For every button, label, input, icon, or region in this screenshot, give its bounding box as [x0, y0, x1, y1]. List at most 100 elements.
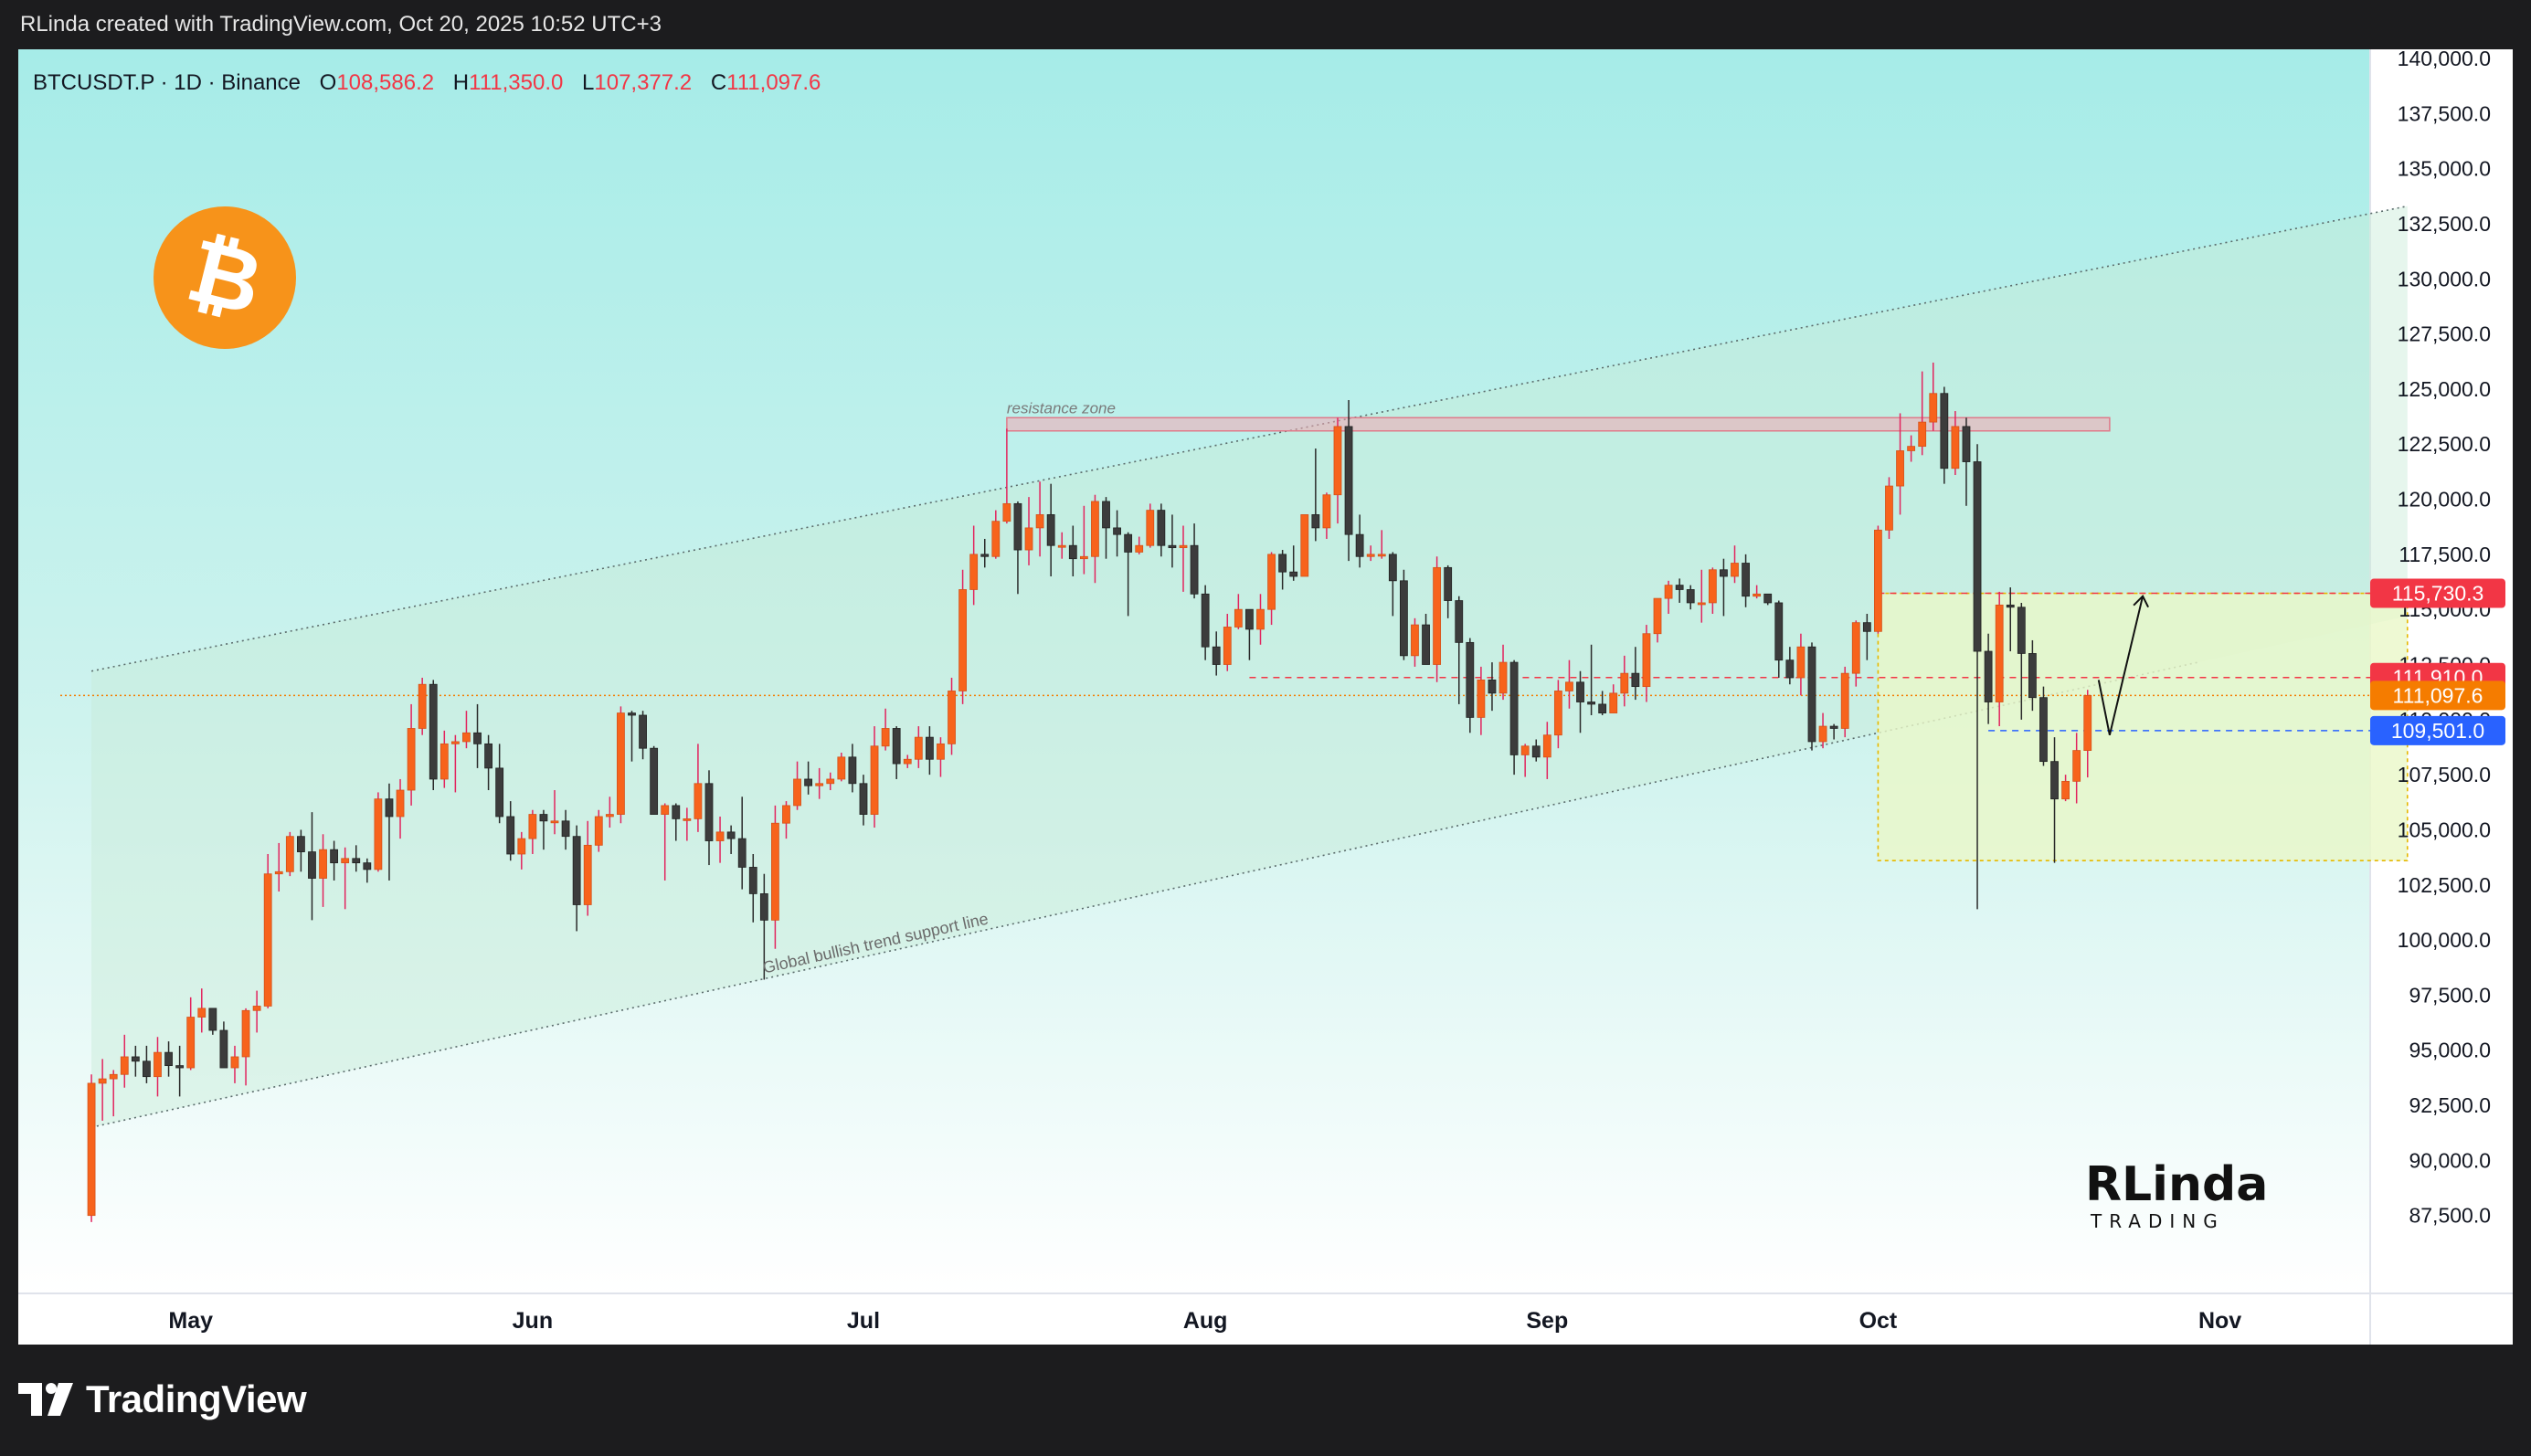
candle-body: [1046, 514, 1055, 546]
candle-body: [1124, 533, 1133, 553]
candle-body: [804, 778, 813, 786]
candle-body: [1333, 426, 1342, 496]
candle-body: [1642, 633, 1651, 688]
candle-body: [1675, 585, 1684, 590]
candle-body: [1433, 566, 1442, 665]
candle-body: [1068, 544, 1077, 560]
candle-body: [219, 1029, 228, 1069]
candle-body: [1520, 745, 1530, 755]
candle-body: [2006, 604, 2015, 608]
candle-body: [1885, 485, 1893, 531]
candle-body: [782, 805, 790, 824]
y-tick-label: 120,000.0: [2398, 488, 2491, 512]
resistance-zone-rect: [1006, 417, 2111, 432]
legend-open-key: O: [320, 70, 337, 95]
candle-body: [1796, 646, 1806, 679]
candle-body: [1201, 593, 1210, 648]
candle-body: [484, 743, 492, 769]
candle-body: [1466, 641, 1475, 718]
x-tick-label: Jun: [513, 1308, 553, 1334]
candle-body: [274, 870, 283, 875]
candle-body: [1355, 533, 1364, 557]
candle-body: [1234, 608, 1243, 628]
candle-body: [1531, 745, 1541, 758]
candle-body: [748, 867, 757, 894]
y-tick-label: 90,000.0: [2409, 1148, 2491, 1172]
y-tick-label: 135,000.0: [2398, 157, 2491, 181]
candle-body: [694, 783, 703, 819]
bitcoin-logo-icon: ₿: [154, 206, 296, 349]
candle-body: [1742, 563, 1750, 597]
candle-body: [837, 756, 846, 780]
candle-body: [661, 805, 670, 815]
rlinda-logo-line2: TRADING: [2090, 1210, 2225, 1232]
candle-body: [903, 758, 912, 765]
candle-body: [1984, 650, 1993, 702]
legend-high-key: H: [453, 70, 469, 95]
legend-close-key: C: [711, 70, 726, 95]
candle-body: [462, 732, 471, 743]
candle-body: [131, 1056, 140, 1062]
candle-body: [1102, 501, 1110, 529]
candle-body: [407, 728, 416, 791]
chart-svg[interactable]: 140,000.0 137,500.0 135,000.0 132,500.0 130,…: [18, 49, 2513, 1345]
x-tick-label: Sep: [1526, 1308, 1568, 1334]
candle-body: [870, 745, 879, 815]
y-tick-label: 102,500.0: [2398, 873, 2491, 897]
candle-body: [2083, 694, 2092, 751]
candle-body: [2017, 607, 2026, 654]
y-tick-label: 125,000.0: [2398, 377, 2491, 401]
candles: [87, 362, 2092, 1222]
x-tick-label: May: [168, 1308, 213, 1334]
candle-body: [1829, 725, 1838, 729]
candle-body: [186, 1017, 196, 1069]
candle-body: [1720, 569, 1728, 577]
candle-body: [1763, 593, 1773, 604]
candle-body: [1168, 544, 1177, 549]
legend-open: 108,586.2: [336, 70, 434, 95]
candle-body: [1400, 580, 1408, 657]
candle-body: [2039, 697, 2048, 763]
candle-body: [1785, 659, 1795, 679]
x-axis-labels: May Jun Jul Aug Sep Oct Nov: [168, 1308, 2241, 1334]
candle-body: [1300, 514, 1309, 577]
price-label-text: 115,730.3: [2392, 582, 2484, 606]
x-tick-label: Nov: [2198, 1308, 2241, 1334]
candle-body: [1973, 461, 1982, 652]
arrow-head-icon: [2133, 595, 2149, 608]
candle-body: [1862, 622, 1871, 632]
candle-body: [330, 849, 339, 864]
candle-body: [120, 1056, 129, 1075]
y-tick-label: 87,500.0: [2409, 1204, 2491, 1228]
candle-body: [1609, 692, 1618, 713]
candle-body: [473, 732, 482, 744]
candle-body: [506, 816, 515, 855]
candle-body: [914, 736, 923, 760]
candle-body: [1190, 544, 1199, 595]
candle-body: [572, 836, 581, 905]
legend-low-key: L: [582, 70, 594, 95]
resistance-zone-label: resistance zone: [1007, 399, 1116, 417]
tradingview-logo[interactable]: TradingView: [18, 1377, 307, 1421]
candle-body: [1631, 672, 1640, 688]
candle-body: [1024, 527, 1033, 551]
candle-body: [826, 778, 835, 785]
candle-body: [98, 1078, 107, 1084]
xaxis-background: [18, 1293, 2370, 1345]
candle-body: [1697, 602, 1706, 606]
candle-body: [517, 838, 526, 855]
candle-body: [2061, 780, 2070, 800]
y-tick-label: 137,500.0: [2398, 101, 2491, 125]
candle-body: [1377, 554, 1386, 557]
y-tick-label: 122,500.0: [2398, 432, 2491, 456]
candle-body: [528, 814, 537, 839]
tradingview-logo-icon: [18, 1383, 73, 1416]
chart-frame[interactable]: 140,000.0 137,500.0 135,000.0 132,500.0 130,…: [18, 49, 2513, 1345]
candle-body: [1929, 393, 1938, 423]
candle-body: [1223, 627, 1232, 665]
price-label-text: 111,097.6: [2393, 683, 2483, 707]
candle-body: [1311, 514, 1320, 529]
candle-body: [1477, 679, 1486, 718]
projection-arrow: [2097, 595, 2149, 735]
candle-body: [1553, 691, 1562, 736]
